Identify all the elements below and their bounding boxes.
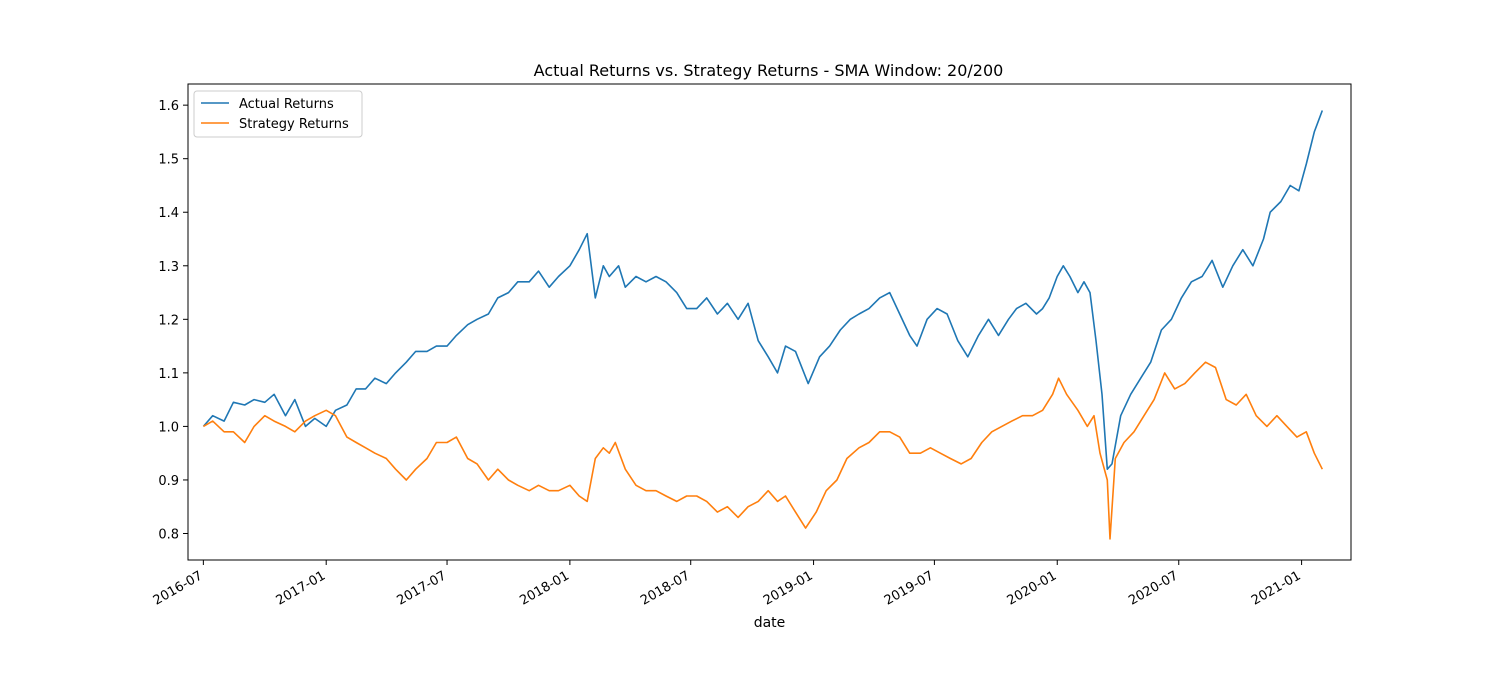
y-tick-label: 1.4 [158,206,179,221]
y-tick-label: 1.1 [158,367,179,382]
legend-box [193,90,363,138]
y-tick-label: 0.8 [158,527,179,542]
y-tick-label: 1.5 [158,153,179,168]
y-tick-label: 1.6 [158,99,179,114]
x-tick-label: 2021-01 [1249,568,1304,608]
chart-title: Actual Returns vs. Strategy Returns - SM… [534,61,1004,80]
series-line-actual-returns [202,110,1324,470]
x-tick-label: 2020-01 [1005,568,1060,608]
legend-label: Actual Returns [239,97,334,112]
x-tick-label: 2019-01 [761,568,816,608]
y-tick-label: 1.3 [158,260,179,275]
series-layer [202,110,1324,540]
x-tick-label: 2018-07 [638,568,693,608]
legend-label: Strategy Returns [239,117,349,132]
x-tick-label: 2016-07 [151,568,206,608]
x-tick-label: 2019-07 [882,568,937,608]
y-tick-label: 0.9 [158,474,179,489]
x-tick-label: 2020-07 [1126,568,1181,608]
y-axis: 0.8 0.9 1.0 1.1 1.2 1.3 1.4 1.5 1.6 [158,99,188,542]
x-tick-label: 2017-07 [394,568,449,608]
x-axis: 2016-07 2017-01 2017-07 2018-01 2018-07 2019-… [151,560,1304,609]
legend: Actual Returns Strategy Returns [193,90,363,138]
x-tick-label: 2017-01 [274,568,329,608]
plot-area [187,83,1352,561]
x-axis-label: date [754,615,786,631]
y-tick-label: 1.2 [158,313,179,328]
x-tick-label: 2018-01 [517,568,572,608]
series-line-strategy-returns [203,361,1324,540]
y-tick-label: 1.0 [158,420,179,435]
